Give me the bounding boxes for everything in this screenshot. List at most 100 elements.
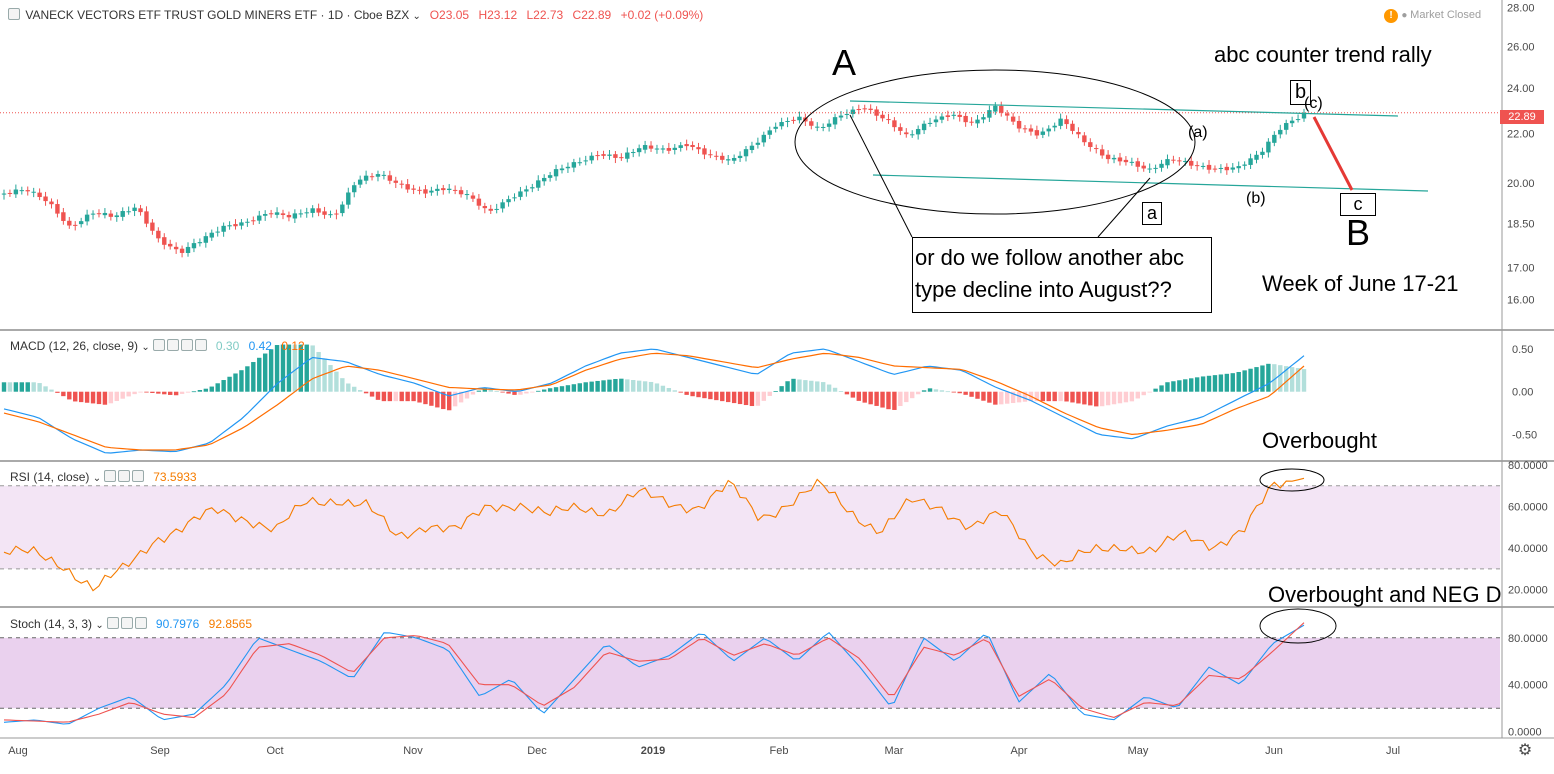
candle-body bbox=[631, 152, 636, 154]
candle-body bbox=[1141, 165, 1146, 169]
eye-icon[interactable] bbox=[103, 470, 116, 482]
close-icon[interactable] bbox=[134, 617, 147, 629]
signal-line bbox=[3, 352, 1305, 451]
candle-body bbox=[447, 188, 452, 190]
alert-icon[interactable]: ! bbox=[1384, 9, 1398, 23]
candle-body bbox=[1123, 159, 1129, 163]
candle-body bbox=[1165, 159, 1170, 166]
candle-body bbox=[227, 225, 232, 227]
macd-histogram-bar bbox=[1022, 391, 1028, 402]
candle-body bbox=[536, 180, 541, 188]
candle-body bbox=[482, 206, 488, 209]
rsi-label[interactable]: RSI (14, close) bbox=[10, 470, 90, 484]
candle-body bbox=[417, 189, 422, 191]
candle-body bbox=[381, 174, 387, 176]
overbought-neg-note: Overbought and NEG D bbox=[1268, 582, 1502, 607]
eye-icon[interactable] bbox=[106, 617, 119, 629]
candle-body bbox=[1058, 118, 1063, 126]
candle-body bbox=[1289, 120, 1295, 124]
macd-label[interactable]: MACD (12, 26, close, 9) bbox=[10, 339, 139, 353]
macd-histogram-bar bbox=[369, 391, 375, 397]
chevron-down-icon[interactable]: ⌄ bbox=[92, 473, 104, 484]
braces-icon[interactable] bbox=[180, 339, 193, 351]
candle-body bbox=[7, 192, 13, 194]
macd-histogram-bar bbox=[393, 391, 398, 402]
macd-histogram-bar bbox=[328, 365, 333, 392]
candle-body bbox=[286, 214, 292, 218]
candle-body bbox=[1129, 161, 1135, 163]
gear-icon[interactable] bbox=[117, 470, 130, 482]
macd-histogram-bar bbox=[96, 391, 102, 405]
macd-histogram-bar bbox=[67, 391, 72, 400]
candle-body bbox=[1076, 131, 1081, 135]
macd-histogram-bar bbox=[464, 391, 470, 399]
gear-icon[interactable] bbox=[166, 339, 179, 351]
macd-histogram-bar bbox=[381, 391, 387, 402]
candle-body bbox=[826, 123, 832, 127]
candle-body bbox=[583, 160, 588, 162]
macd-histogram-bar bbox=[654, 383, 660, 392]
macd-histogram-bar bbox=[1254, 367, 1259, 392]
chevron-down-icon[interactable]: ⌄ bbox=[141, 342, 153, 353]
macd-histogram-bar bbox=[826, 384, 832, 392]
candle-body bbox=[197, 242, 203, 244]
candle-body bbox=[262, 214, 268, 216]
macd-histogram-bar bbox=[482, 388, 488, 392]
candle-body bbox=[636, 148, 642, 153]
candle-body bbox=[720, 155, 725, 160]
candle-body bbox=[791, 119, 796, 121]
macd-histogram-bar bbox=[13, 382, 19, 392]
rsi-band bbox=[0, 485, 1500, 569]
market-status-label: Market Closed bbox=[1410, 9, 1482, 21]
candle-body bbox=[156, 230, 161, 239]
candle-body bbox=[221, 225, 226, 232]
macd-histogram-bar bbox=[429, 391, 434, 406]
channel-upper-line bbox=[849, 100, 1399, 117]
candle-body bbox=[1022, 128, 1028, 130]
candle-body bbox=[743, 149, 749, 157]
candle-body bbox=[512, 197, 517, 199]
candle-body bbox=[1016, 120, 1022, 129]
close-icon[interactable] bbox=[194, 339, 207, 351]
close-icon[interactable] bbox=[131, 470, 144, 482]
macd-histogram-bar bbox=[262, 353, 268, 392]
gear-icon[interactable] bbox=[120, 617, 133, 629]
macd-histogram-bar bbox=[298, 344, 304, 392]
macd-histogram-bar bbox=[933, 389, 939, 392]
candle-body bbox=[945, 115, 951, 117]
eye-icon[interactable] bbox=[152, 339, 165, 351]
stoch-label[interactable]: Stoch (14, 3, 3) bbox=[10, 617, 93, 631]
candle-body bbox=[25, 190, 30, 192]
macd-histogram-bar bbox=[274, 345, 280, 392]
macd-signal-value: 0.12 bbox=[281, 339, 305, 353]
candle-body bbox=[369, 176, 375, 178]
candle-body bbox=[577, 162, 582, 164]
price-tick-label: 18.50 bbox=[1507, 219, 1535, 231]
time-tick-label: Aug bbox=[8, 745, 28, 757]
candle-body bbox=[518, 191, 523, 197]
rsi-overbought-ellipse bbox=[1259, 468, 1325, 492]
macd-histogram-bar bbox=[1141, 391, 1146, 396]
candle-body bbox=[411, 188, 416, 190]
candle-body bbox=[108, 213, 114, 217]
macd-histogram-bar bbox=[648, 381, 654, 392]
chevron-down-icon[interactable]: ⌄ bbox=[412, 11, 424, 22]
time-tick-label: Mar bbox=[885, 745, 904, 757]
candle-body bbox=[120, 211, 125, 217]
candle-body bbox=[334, 213, 339, 215]
candle-body bbox=[274, 212, 280, 215]
macd-histogram-bar bbox=[815, 381, 820, 392]
macd-legend: MACD (12, 26, close, 9) ⌄ 0.30 0.42 0.12 bbox=[10, 339, 305, 353]
candle-body bbox=[1242, 164, 1247, 166]
macd-histogram-bar bbox=[993, 391, 998, 405]
symbol-label[interactable]: VANECK VECTORS ETF TRUST GOLD MINERS ETF… bbox=[25, 8, 410, 22]
chevron-down-icon[interactable]: ⌄ bbox=[95, 620, 107, 631]
settings-gear-icon[interactable]: ⚙ bbox=[1518, 742, 1532, 759]
candle-body bbox=[779, 122, 784, 127]
macd-histogram-bar bbox=[476, 390, 482, 392]
macd-histogram-bar bbox=[375, 391, 381, 400]
candle-body bbox=[1040, 131, 1046, 135]
macd-histogram-bar bbox=[132, 391, 137, 395]
collapse-icon[interactable] bbox=[8, 8, 20, 20]
